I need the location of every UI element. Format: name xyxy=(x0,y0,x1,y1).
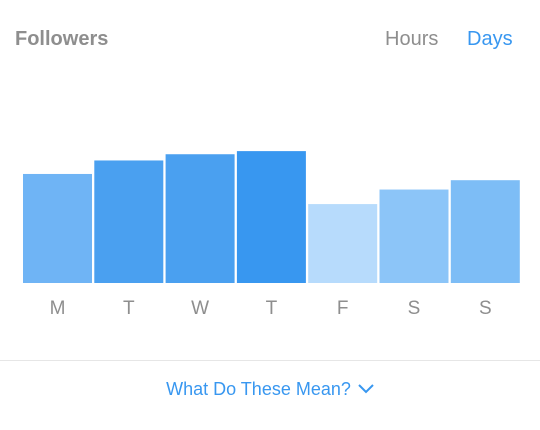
bar-4 xyxy=(308,204,378,283)
x-tick-label: S xyxy=(408,298,421,319)
bar-1 xyxy=(94,160,164,283)
x-tick-label: S xyxy=(479,298,492,319)
bar-5 xyxy=(379,189,449,283)
bar-6 xyxy=(450,180,520,283)
help-link-label: What Do These Mean? xyxy=(166,378,351,399)
x-tick-label: M xyxy=(50,298,66,319)
days-toggle[interactable]: Days xyxy=(467,28,513,50)
divider xyxy=(0,360,540,361)
x-tick-label: T xyxy=(266,298,278,319)
chevron-down-icon xyxy=(358,379,374,400)
bar-0 xyxy=(23,173,92,283)
x-tick-label: W xyxy=(191,298,209,319)
x-tick-label: F xyxy=(337,298,349,319)
what-do-these-mean-link[interactable]: What Do These Mean? xyxy=(0,378,540,400)
hours-toggle[interactable]: Hours xyxy=(385,28,439,50)
bar-3 xyxy=(236,151,306,283)
bar-2 xyxy=(165,154,235,283)
section-title: Followers xyxy=(15,28,109,50)
x-tick-label: T xyxy=(123,298,135,319)
